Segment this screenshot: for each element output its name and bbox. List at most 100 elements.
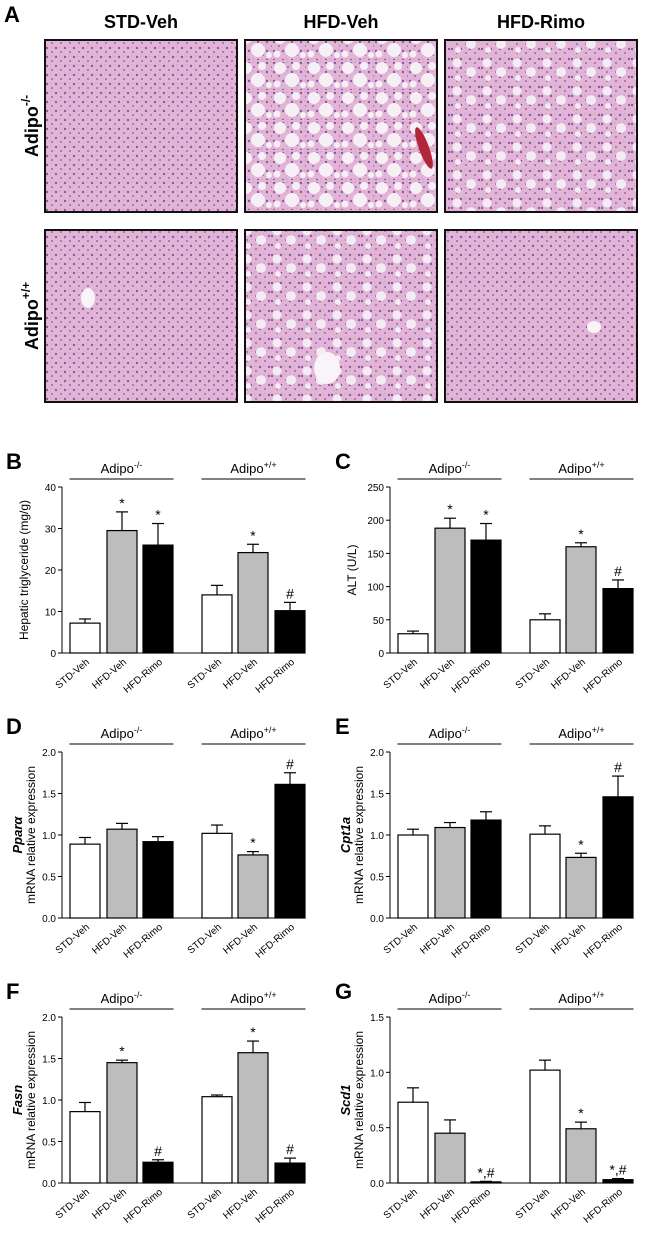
y-tick-label: 2.0 [370, 748, 384, 759]
y-tick-label: 50 [373, 616, 385, 627]
x-tick-label: HFD-Rimo [582, 922, 626, 961]
x-tick-label: HFD-Rimo [122, 922, 166, 961]
annotation: * [119, 495, 125, 511]
bar [529, 1069, 561, 1184]
y-tick-label: 100 [367, 583, 384, 594]
annotation: # [286, 1141, 294, 1157]
group-label-sup: -/- [134, 725, 143, 735]
y-tick-label: 2.0 [42, 1013, 56, 1024]
y-tick-label: 0.5 [42, 1138, 56, 1149]
annotation: * [483, 507, 489, 523]
group-label: Adipo-/- [429, 725, 471, 741]
annotation: # [286, 585, 294, 601]
y-label: ALT (U/L) [345, 545, 359, 596]
group-label-text: Adipo [429, 461, 462, 476]
y-tick-label: 150 [367, 549, 384, 560]
x-tick-label: HFD-Rimo [122, 657, 166, 696]
bar [274, 783, 306, 919]
group-label-sup: -/- [134, 460, 143, 470]
y-tick-label: 0.0 [42, 914, 56, 925]
y-tick-label: 2.0 [42, 748, 56, 759]
annotation: # [614, 563, 622, 579]
annotation: # [286, 756, 294, 772]
bar [69, 843, 101, 919]
y-tick-label: 1.5 [370, 790, 384, 801]
annotation: * [250, 1024, 256, 1040]
annotation: *,# [609, 1162, 626, 1178]
bar [470, 1181, 502, 1184]
group-label-sup: -/- [462, 460, 471, 470]
x-tick-label: HFD-Rimo [582, 657, 626, 696]
group-label-sup: +/+ [264, 725, 277, 735]
y-tick-label: 0.0 [370, 914, 384, 925]
group-label-sup: +/+ [592, 725, 605, 735]
panel-label: D [6, 714, 22, 739]
x-tick-label: STD-Veh [54, 1187, 92, 1222]
group-label-sup: +/+ [592, 460, 605, 470]
row-label: Adipo+/+ [19, 282, 42, 350]
y-tick-label: 1.0 [370, 831, 384, 842]
y-tick-label: 0.5 [370, 1124, 384, 1135]
y-tick-label: 1.5 [370, 1013, 384, 1024]
y-tick-label: 1.0 [42, 1096, 56, 1107]
group-label-text: Adipo [230, 461, 263, 476]
chart: G Scd1 mRNA relative expression 0.0 0.5 1.0 1.… [335, 979, 634, 1226]
histology-image [444, 39, 638, 213]
group-label: Adipo-/- [429, 460, 471, 476]
y-tick-label: 250 [367, 483, 384, 494]
y-label: mRNA relative expression [24, 1031, 38, 1169]
histology-image [44, 39, 238, 213]
group-label-sup: -/- [462, 725, 471, 735]
annotation: * [447, 501, 453, 517]
panel-label: C [335, 449, 351, 474]
bar [274, 1162, 306, 1184]
row-label-text: Adipo [22, 299, 42, 350]
y-tick-label: 1.0 [42, 831, 56, 842]
x-tick-label: STD-Veh [186, 1187, 224, 1222]
bar [106, 1062, 138, 1184]
y-label: mRNA relative expression [352, 766, 366, 904]
row-label-sup: -/- [19, 95, 33, 106]
column-label: HFD-Rimo [497, 12, 585, 32]
group-label-text: Adipo [101, 991, 134, 1006]
x-tick-label: HFD-Rimo [450, 657, 494, 696]
annotation: # [154, 1143, 162, 1159]
histology-image [244, 229, 438, 403]
bar [237, 854, 269, 919]
bar [434, 826, 466, 919]
vessel [415, 127, 433, 169]
x-tick-label: STD-Veh [54, 657, 92, 692]
annotation: *,# [477, 1164, 494, 1180]
group-label: Adipo+/+ [558, 725, 604, 741]
annotation: * [578, 836, 584, 852]
x-tick-label: HFD-Rimo [122, 1187, 166, 1226]
group-label: Adipo-/- [429, 990, 471, 1006]
bar [69, 1111, 101, 1184]
x-tick-label: STD-Veh [382, 657, 420, 692]
annotation: # [614, 759, 622, 775]
bar [69, 622, 101, 654]
bar [470, 819, 502, 919]
annotation: * [119, 1043, 125, 1059]
annotation: * [578, 1105, 584, 1121]
y-tick-label: 200 [367, 516, 384, 527]
annotation: * [578, 526, 584, 542]
group-label-text: Adipo [558, 991, 591, 1006]
panel-label: E [335, 714, 350, 739]
y-tick-label: 0.0 [370, 1179, 384, 1190]
group-label-sup: -/- [462, 990, 471, 1000]
x-tick-label: STD-Veh [514, 657, 552, 692]
panel-label: F [6, 979, 19, 1004]
group-label: Adipo+/+ [558, 460, 604, 476]
y-label: mRNA relative expression [24, 766, 38, 904]
y-tick-label: 0 [50, 649, 56, 660]
histology-image [444, 229, 638, 403]
annotation: * [155, 507, 161, 523]
group-label-text: Adipo [101, 461, 134, 476]
bar [397, 633, 429, 654]
bar [602, 1179, 634, 1184]
y-tick-label: 20 [45, 566, 57, 577]
y-label: Hepatic triglyceride (mg/g) [17, 500, 31, 640]
annotation: * [250, 835, 256, 851]
